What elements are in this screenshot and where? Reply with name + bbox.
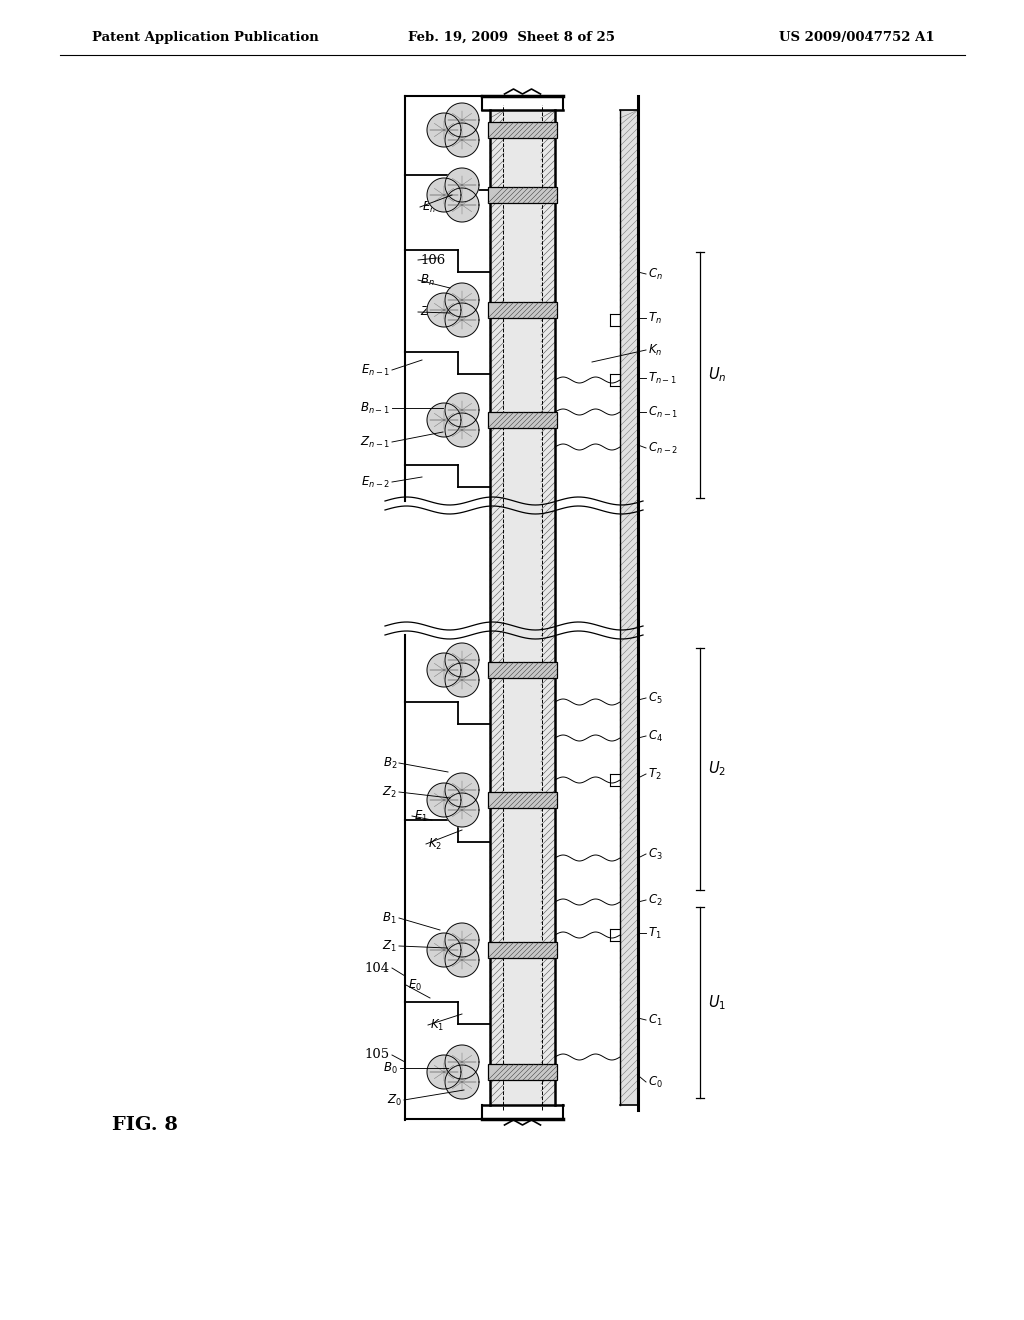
Text: $C_1$: $C_1$ [648,1012,663,1027]
Polygon shape [445,923,479,957]
Text: $E_n$: $E_n$ [422,199,436,215]
Polygon shape [427,403,461,437]
Text: $E_{n-2}$: $E_{n-2}$ [360,474,390,490]
Bar [488,302,557,318]
Text: $E_{n-1}$: $E_{n-1}$ [360,363,390,378]
Text: Patent Application Publication: Patent Application Publication [92,30,318,44]
Polygon shape [445,304,479,337]
Bar [488,1064,557,1080]
Text: $B_{n-1}$: $B_{n-1}$ [360,400,390,416]
Text: $T_2$: $T_2$ [648,767,662,781]
Polygon shape [427,783,461,817]
Text: $B_n$: $B_n$ [420,272,435,288]
Polygon shape [445,793,479,828]
Polygon shape [445,413,479,447]
Text: Feb. 19, 2009  Sheet 8 of 25: Feb. 19, 2009 Sheet 8 of 25 [409,30,615,44]
Text: $C_n$: $C_n$ [648,267,663,281]
Text: $C_0$: $C_0$ [648,1074,663,1089]
Text: 104: 104 [365,961,390,974]
Text: $K_n$: $K_n$ [648,342,663,358]
Text: $C_4$: $C_4$ [648,729,663,743]
Polygon shape [427,114,461,147]
Polygon shape [427,293,461,327]
Bar [488,792,557,808]
Text: $C_{n-1}$: $C_{n-1}$ [648,404,678,420]
Polygon shape [445,123,479,157]
Polygon shape [427,653,461,686]
Bar [488,412,557,428]
Polygon shape [445,774,479,807]
Polygon shape [445,1065,479,1100]
Text: $C_5$: $C_5$ [648,690,663,706]
Text: $C_{n-2}$: $C_{n-2}$ [648,441,678,455]
Bar [488,187,557,203]
Text: $C_2$: $C_2$ [648,892,663,908]
Text: $T_{n-1}$: $T_{n-1}$ [648,371,677,385]
Text: $Z_2$: $Z_2$ [382,784,397,800]
Polygon shape [445,942,479,977]
Text: $T_1$: $T_1$ [648,925,662,941]
Text: $Z_n$: $Z_n$ [420,305,435,319]
Polygon shape [445,103,479,137]
Polygon shape [445,168,479,202]
Text: 105: 105 [365,1048,390,1061]
Text: 106: 106 [420,253,445,267]
Polygon shape [445,393,479,426]
Bar [488,663,557,678]
Text: $U_2$: $U_2$ [708,759,726,779]
Text: $B_0$: $B_0$ [383,1060,398,1076]
Text: $K_2$: $K_2$ [428,837,442,851]
Bar [620,110,638,1105]
Text: $Z_1$: $Z_1$ [382,939,397,953]
Text: $E_0$: $E_0$ [408,977,422,993]
Text: $B_1$: $B_1$ [382,911,397,925]
Bar [488,121,557,139]
Text: FIG. 8: FIG. 8 [112,1115,178,1134]
Polygon shape [427,1055,461,1089]
Polygon shape [445,187,479,222]
Text: $Z_{n-1}$: $Z_{n-1}$ [359,434,390,450]
Text: $C_3$: $C_3$ [648,846,663,862]
Polygon shape [427,178,461,213]
Text: US 2009/0047752 A1: US 2009/0047752 A1 [779,30,935,44]
Text: $Z_0$: $Z_0$ [387,1093,402,1107]
Text: $E_1$: $E_1$ [414,808,428,824]
Bar [488,942,557,958]
Bar [490,110,555,1105]
Text: $U_1$: $U_1$ [708,993,726,1012]
Polygon shape [445,663,479,697]
Text: $B_2$: $B_2$ [383,755,397,771]
Polygon shape [427,933,461,968]
Text: $K_1$: $K_1$ [430,1018,444,1032]
Polygon shape [445,1045,479,1078]
Text: $T_n$: $T_n$ [648,310,662,326]
Text: $U_n$: $U_n$ [708,366,726,384]
Polygon shape [445,282,479,317]
Polygon shape [445,643,479,677]
